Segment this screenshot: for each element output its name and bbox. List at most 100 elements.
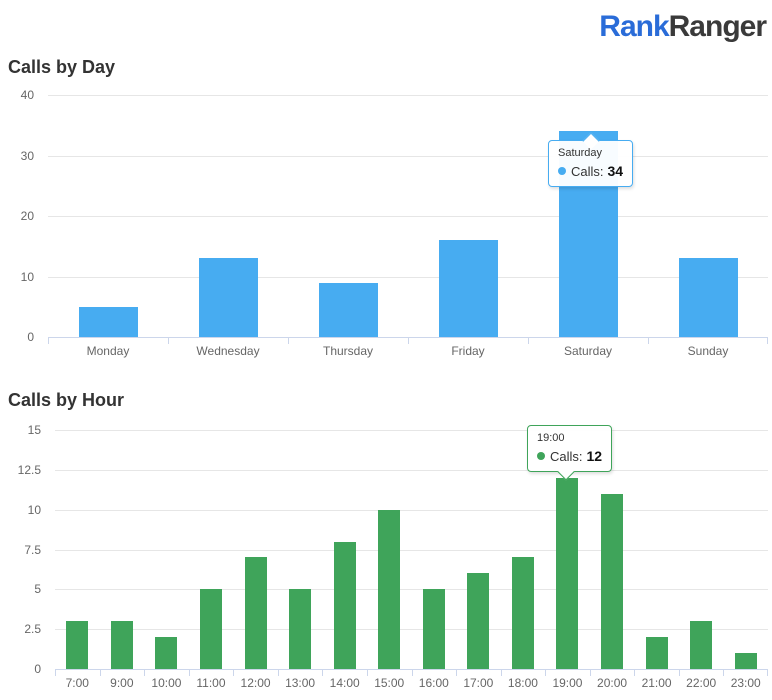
y-axis-label: 10	[20, 269, 34, 284]
x-axis-label: 12:00	[240, 676, 271, 690]
bar-thursday[interactable]	[319, 282, 378, 337]
bar-9-00[interactable]	[111, 621, 133, 669]
x-axis-label: 11:00	[196, 676, 226, 690]
calls-by-hour-x-axis: 7:00 9:00 10:00 11:00 12:00 13:00 14:00 15:00 16…	[55, 676, 768, 691]
x-axis-tick	[500, 670, 502, 676]
bar-19-00[interactable]	[556, 477, 578, 669]
x-axis-tick	[545, 670, 547, 676]
y-axis-label: 5	[34, 582, 41, 597]
gridline	[55, 469, 768, 471]
x-axis-label: Saturday	[563, 344, 613, 358]
gridline	[48, 95, 768, 96]
x-axis-tick	[233, 670, 235, 676]
x-axis-tick	[648, 338, 649, 344]
bar-14-00[interactable]	[334, 541, 356, 669]
calls-by-hour-title: Calls by Hour	[8, 390, 125, 410]
x-axis-tick	[168, 338, 169, 344]
x-axis-tick	[589, 670, 591, 676]
x-axis-tick	[144, 670, 146, 676]
x-axis-label: 20:00	[597, 676, 628, 690]
bar-11-00[interactable]	[200, 589, 222, 669]
y-axis-label: 20	[20, 209, 34, 223]
x-axis-tick	[288, 338, 289, 344]
gridline	[55, 549, 768, 551]
bar-10-00[interactable]	[155, 637, 177, 669]
tooltip-value: 34	[607, 163, 624, 179]
tooltip-series-row: Calls: 34	[558, 163, 623, 179]
x-axis-tick	[408, 338, 409, 344]
x-axis-tick	[277, 670, 279, 676]
x-axis-label: 22:00	[686, 676, 717, 690]
bar-7-00[interactable]	[66, 621, 88, 669]
x-axis-label: 14:00	[329, 676, 360, 690]
calls-by-day-title: Calls by Day	[8, 57, 116, 77]
bar-22-00[interactable]	[690, 621, 712, 669]
bar-monday[interactable]	[79, 306, 138, 337]
series-dot-icon	[558, 167, 566, 175]
x-axis-tick	[188, 670, 190, 676]
logo-text-rank: Rank	[599, 10, 669, 43]
bar-17-00[interactable]	[467, 573, 489, 669]
x-axis-tick	[767, 338, 768, 344]
y-axis-label: 0	[34, 662, 41, 676]
x-axis-tick	[634, 670, 636, 676]
gridline	[55, 629, 768, 631]
x-axis-label: Sunday	[687, 344, 729, 358]
bar-23-00[interactable]	[735, 653, 757, 669]
bar-21-00[interactable]	[646, 637, 668, 669]
calls-by-day-x-axis: Monday Wednesday Thursday Friday Saturday Sun…	[48, 344, 768, 359]
x-axis-label: 15:00	[374, 676, 405, 690]
rankranger-logo[interactable]: RankRanger	[599, 10, 767, 44]
x-axis-label: 9:00	[110, 676, 134, 690]
gridline	[48, 216, 768, 217]
y-axis-label: 2.5	[24, 622, 41, 637]
y-axis-label: 30	[20, 148, 34, 163]
gridline	[55, 509, 768, 511]
bar-sunday[interactable]	[679, 258, 738, 337]
y-axis-label: 12.5	[17, 462, 41, 477]
x-axis-label: 10:00	[151, 676, 182, 690]
calls-by-day-plot: 0 10 20 30 40	[21, 88, 768, 344]
bar-12-00[interactable]	[245, 557, 267, 669]
bar-20-00[interactable]	[601, 493, 623, 669]
x-axis-tick	[678, 670, 680, 676]
tooltip-category: Saturday	[558, 147, 603, 159]
x-axis-tick	[322, 670, 324, 676]
bar-friday[interactable]	[439, 240, 498, 337]
gridline	[55, 589, 768, 591]
y-axis-label: 10	[27, 502, 41, 517]
calls-by-hour-plot: 0 2.5 5 7.5 10 12.5 15	[18, 423, 768, 676]
bar-13-00[interactable]	[289, 589, 311, 669]
x-axis-label: Thursday	[322, 344, 374, 358]
bar-15-00[interactable]	[378, 509, 400, 669]
gridline	[48, 276, 768, 278]
gridline	[48, 155, 768, 157]
x-axis-tick	[456, 670, 458, 676]
x-axis-tick	[528, 338, 529, 344]
x-axis-label: Friday	[451, 344, 485, 358]
tooltip-category: 19:00	[537, 432, 565, 444]
x-axis-label: 17:00	[463, 676, 494, 690]
bar-18-00[interactable]	[512, 557, 534, 669]
x-axis-label: Wednesday	[196, 344, 260, 358]
calls-by-hour-tooltip: 19:00 Calls: 12	[527, 425, 613, 480]
x-axis-label: 13:00	[285, 676, 316, 690]
y-axis-label: 15	[27, 423, 41, 437]
series-dot-icon	[537, 452, 545, 460]
gridline	[55, 430, 768, 431]
x-axis-label: 18:00	[507, 676, 538, 690]
tooltip-series-label: Calls:	[571, 163, 604, 179]
bar-wednesday[interactable]	[199, 258, 258, 337]
y-axis-label: 7.5	[24, 542, 41, 557]
tooltip-series-label: Calls:	[550, 448, 583, 464]
x-axis-tick	[99, 670, 101, 676]
x-axis-tick	[55, 670, 56, 676]
x-axis-label: 7:00	[65, 676, 89, 690]
tooltip-series-row: Calls: 12	[537, 448, 602, 464]
x-axis-label: 21:00	[641, 676, 672, 690]
x-axis-tick	[411, 670, 413, 676]
bar-16-00[interactable]	[423, 589, 445, 669]
y-axis-label: 0	[27, 330, 34, 344]
y-axis-label: 40	[20, 88, 34, 102]
logo-text-ranger: Ranger	[668, 10, 767, 43]
